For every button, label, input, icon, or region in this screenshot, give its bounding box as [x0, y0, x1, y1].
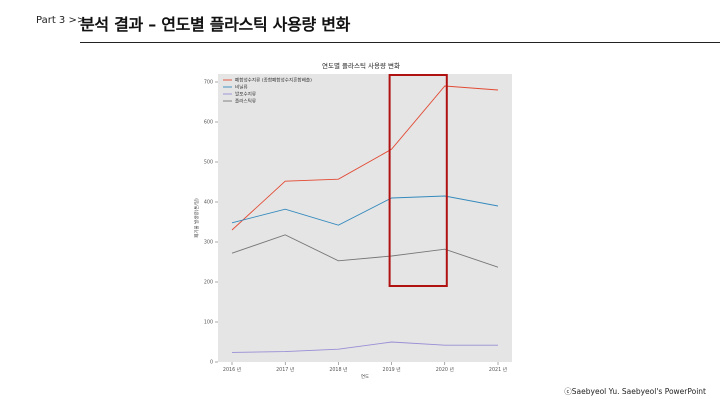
- x-tick-label: 2020 년: [436, 366, 454, 373]
- series-lines: [231, 85, 499, 353]
- x-tick-label: 2021 년: [489, 366, 507, 373]
- y-axis-label: 폐기물 발생량(톤/일): [193, 198, 200, 238]
- highlight-box: [388, 74, 448, 287]
- y-tick-label: 100: [204, 320, 213, 326]
- x-tick-label: 2018 년: [329, 366, 347, 373]
- x-tick-label: 2016 년: [223, 366, 241, 373]
- footer-credit: ⓒSaebyeol Yu. Saebyeol's PowerPoint: [564, 387, 706, 396]
- title-divider: [80, 42, 720, 43]
- x-tick-label: 2017 년: [276, 366, 294, 373]
- y-tick-label: 700: [204, 80, 213, 86]
- series-line: [231, 234, 499, 268]
- legend-label: 플라스틱류: [235, 98, 256, 105]
- chart-title: 연도별 플라스틱 사용량 변화: [322, 61, 400, 70]
- legend-label: 폐합성수지류 (종합폐합성수지혼합배출): [235, 77, 312, 84]
- x-axis-label: 연도: [361, 373, 369, 380]
- legend-label: 발포수지류: [235, 91, 256, 98]
- y-tick-label: 500: [204, 160, 213, 166]
- series-line: [231, 195, 499, 226]
- y-tick-label: 400: [204, 200, 213, 206]
- y-tick-label: 300: [204, 240, 213, 246]
- y-axis-ticks: 0 100 200 300 400 500 600 700: [204, 80, 218, 366]
- part-label: Part 3 >>: [36, 15, 86, 26]
- y-tick-label: 200: [204, 280, 213, 286]
- slide-title: 분석 결과 – 연도별 플라스틱 사용량 변화: [80, 15, 351, 34]
- y-tick-label: 0: [210, 360, 213, 366]
- x-tick-label: 2019 년: [383, 366, 401, 373]
- series-line: [231, 341, 498, 353]
- legend-label: 비닐류: [235, 84, 248, 91]
- series-line: [231, 85, 499, 231]
- plot-area: [218, 74, 512, 362]
- line-chart: 연도별 플라스틱 사용량 변화 0 100 200 300 400 500 600 700 2…: [193, 61, 512, 380]
- x-axis-ticks: 2016 년 2017 년 2018 년 2019 년 2020 년 2021 년: [223, 362, 507, 373]
- y-tick-label: 600: [204, 120, 213, 126]
